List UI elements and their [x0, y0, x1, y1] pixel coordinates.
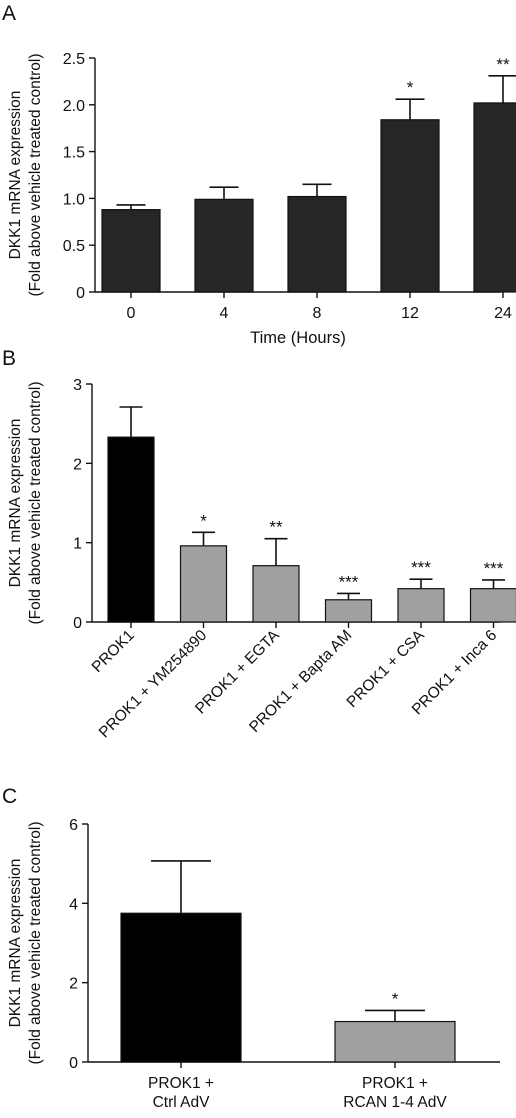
panel-a-y-tick-label: 1.0	[63, 191, 85, 208]
panel-a-bar	[473, 102, 516, 293]
panel-a-bar	[380, 119, 440, 293]
panel-b-y-tick-label: 1	[73, 536, 82, 553]
panel-label-b: B	[2, 347, 16, 370]
panel-a-x-tick-label: 8	[313, 305, 322, 322]
panel-a-x-tick-label: 0	[127, 305, 136, 322]
panel-b-significance-label: ***	[339, 572, 359, 591]
panel-b-bar	[324, 599, 373, 623]
panel-c-x-tick-label: PROK1 +	[148, 1075, 214, 1092]
panel-b-y-tick-label: 3	[73, 377, 82, 394]
panel-c-y-axis-label: (Fold above vehicle treated control)	[27, 822, 44, 1065]
panel-b-x-tick-label: PROK1	[89, 627, 138, 676]
panel-b-significance-label: ***	[484, 559, 504, 578]
panel-a-x-tick-label: 12	[401, 305, 419, 322]
panel-c-y-tick-label: 2	[69, 976, 78, 993]
panel-c-y-axis-label: DKK1 mRNA expression	[7, 859, 24, 1028]
panel-a-y-tick-label: 0	[76, 285, 85, 302]
panel-a-y-tick-label: 2.0	[63, 98, 85, 115]
panel-a-bar	[194, 198, 254, 293]
panel-a-y-tick-label: 0.5	[63, 238, 85, 255]
panel-a-x-axis-label: Time (Hours)	[250, 329, 346, 347]
panel-b-bar	[252, 565, 300, 623]
panel-a-x-tick-label: 4	[220, 305, 229, 322]
panel-c-y-tick-label: 4	[69, 896, 78, 913]
panel-a-bar	[101, 209, 161, 293]
panel-c-y-tick-label: 0	[69, 1055, 78, 1072]
panel-a-bar	[287, 195, 347, 293]
panel-c-significance-label: *	[392, 989, 399, 1008]
panel-a-y-tick-label: 2.5	[63, 51, 85, 68]
panel-a-y-tick-label: 1.5	[63, 145, 85, 162]
panel-c-bar	[120, 912, 242, 1063]
panel-a-significance-label: *	[407, 78, 414, 97]
panel-b-y-axis-label: (Fold above vehicle treated control)	[27, 382, 44, 625]
panel-a-y-axis-label: DKK1 mRNA expression	[7, 91, 24, 260]
panel-b-y-tick-label: 0	[73, 615, 82, 632]
panel-b-y-tick-label: 2	[73, 456, 82, 473]
panel-label-a: A	[2, 2, 16, 25]
panel-b-bar	[107, 436, 155, 623]
panel-a-x-tick-label: 24	[494, 305, 512, 322]
panel-b-bar	[469, 588, 516, 623]
panel-c-x-tick-label: Ctrl AdV	[153, 1094, 211, 1111]
panel-b-bar	[397, 588, 445, 623]
panel-b-significance-label: **	[269, 518, 283, 537]
panel-b-significance-label: ***	[411, 558, 431, 577]
panel-c-x-tick-label: RCAN 1-4 AdV	[343, 1094, 447, 1111]
panel-label-c: C	[2, 785, 17, 808]
panel-b-significance-label: *	[200, 511, 207, 530]
panel-c-y-tick-label: 6	[69, 817, 78, 834]
panel-b-bar	[179, 545, 228, 623]
panel-b-y-axis-label: DKK1 mRNA expression	[7, 419, 24, 588]
panel-a-y-axis-label: (Fold above vehicle treated control)	[27, 54, 44, 297]
panel-c-x-tick-label: PROK1 +	[362, 1075, 428, 1092]
panel-c-bar	[334, 1020, 456, 1063]
panel-a-significance-label: **	[496, 55, 510, 74]
